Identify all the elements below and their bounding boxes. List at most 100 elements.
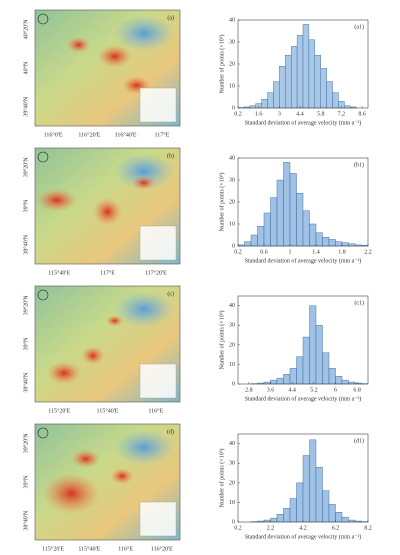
histogram-bar (296, 35, 304, 109)
y-tick-label: 10 (229, 500, 235, 506)
y-tick-label: 10 (229, 83, 235, 89)
map-subsidence-zone (66, 36, 91, 53)
map-subsidence-zone (42, 472, 101, 515)
histogram-bar (270, 197, 278, 247)
y-tick-label: 30 (229, 323, 235, 329)
map-subsidence-zone (36, 188, 78, 212)
histogram-bar (257, 225, 265, 247)
x-tick-label: 3.6 (267, 387, 275, 393)
y-axis-label: Number of points (×10³) (218, 310, 225, 369)
y-tick-label: 0 (232, 105, 235, 111)
x-axis-label: Standard deviation of average velocity (… (245, 257, 362, 264)
chart-title: (c1) (354, 299, 364, 306)
histogram-bar (335, 241, 343, 247)
x-tick-label: 2.8 (245, 387, 253, 393)
map-lon-label: 115°40'E (97, 407, 119, 414)
y-tick-label: 0 (232, 243, 235, 249)
x-tick-label: 5.2 (310, 387, 318, 393)
histogram-bar (273, 81, 280, 109)
y-axis-label: Number of points (×10³) (218, 34, 225, 93)
map-lat-label: 39°N (22, 475, 29, 488)
histogram-bar (289, 368, 297, 385)
x-axis-label: Standard deviation of average velocity (… (245, 395, 362, 402)
map-lon-label: 115°40'E (48, 269, 70, 276)
map-cool-zone (113, 15, 174, 52)
map-subsidence-zone (106, 315, 124, 327)
histogram-bar (335, 512, 343, 523)
chart-title: (d1) (354, 437, 364, 444)
histogram-bar (328, 368, 336, 385)
histogram-bar (283, 508, 291, 523)
map-lon-label: 117°E (100, 269, 115, 276)
x-tick-label: 0.2 (234, 525, 242, 531)
histogram-bar (267, 92, 274, 109)
x-axis-label: Standard deviation of average velocity (… (245, 119, 362, 126)
map-subsidence-zone (46, 361, 82, 385)
histogram-bar (296, 356, 304, 385)
histogram-bar (341, 379, 349, 385)
histogram-bar (335, 375, 343, 385)
histogram-bar (308, 39, 316, 109)
x-tick-label: 0.2 (234, 249, 242, 255)
map-subsidence-zone (97, 44, 133, 68)
map-lat-label: 38°40'N (22, 234, 29, 254)
map-legend (139, 87, 177, 123)
map-lat-label: 39°40'N (22, 96, 29, 116)
map-legend (139, 501, 177, 537)
map-lat-label: 40°20'N (22, 19, 29, 39)
histogram-bar (263, 212, 271, 247)
x-tick-label: 1.8 (338, 249, 346, 255)
map-lat-label: 39°N (22, 199, 29, 212)
map-cool-zone (113, 429, 174, 466)
y-tick-label: 30 (229, 461, 235, 467)
map-lon-label: 117°E (154, 131, 169, 138)
map-lat-label: 39°20'N (22, 295, 29, 315)
map-lon-label: 116°20'E (78, 131, 100, 138)
histogram-bar (328, 504, 336, 523)
x-tick-label: 6.2 (332, 525, 340, 531)
x-tick-label: 2.2 (364, 249, 372, 255)
map-lon-label: 116°E (118, 545, 133, 552)
histogram-bar (315, 232, 323, 247)
y-tick-label: 30 (229, 177, 235, 183)
x-tick-label: 0.2 (234, 111, 242, 117)
histogram-bar (341, 242, 349, 247)
histogram-bar (332, 92, 339, 109)
x-tick-label: 4.2 (299, 525, 307, 531)
y-tick-label: 40 (229, 303, 235, 309)
map-panel-label: (d) (167, 428, 174, 435)
north-arrow (37, 289, 49, 301)
x-tick-label: 4.4 (296, 111, 304, 117)
map-lon-label: 117°20'E (145, 269, 167, 276)
map-subsidence-zone (81, 346, 105, 365)
histogram-bar (296, 192, 304, 247)
map-lat-label: 39°20'N (22, 433, 29, 453)
histogram-bar (302, 336, 310, 385)
y-tick-label: 40 (229, 17, 235, 23)
map-panel-label: (c) (167, 290, 174, 297)
y-tick-label: 10 (229, 362, 235, 368)
histogram-bar (322, 490, 330, 523)
map-lat-label: 39°N (22, 337, 29, 350)
histogram-bar (302, 24, 310, 109)
x-tick-label: 6 (334, 387, 337, 393)
histogram-bar (270, 517, 278, 523)
map-lat-label: 39°20'N (22, 157, 29, 177)
map-subsidence-zone (110, 468, 134, 485)
y-axis-label: Number of points (×10³) (218, 172, 225, 231)
histogram-bar (302, 210, 310, 247)
map-panel-label: (b) (167, 152, 174, 159)
x-tick-label: 1.4 (312, 249, 320, 255)
histogram-bar (250, 234, 258, 247)
north-arrow (37, 13, 49, 25)
histogram-bar (314, 55, 321, 109)
x-tick-label: 3 (278, 111, 281, 117)
chart-title: (a1) (354, 23, 364, 30)
histogram-bar (328, 239, 336, 247)
x-tick-label: 8.2 (364, 525, 372, 531)
histogram-bar (320, 68, 327, 109)
histogram-bar (261, 98, 268, 109)
map-lon-label: 116°0'E (44, 131, 63, 138)
histogram-bar (315, 325, 323, 385)
map-lat-label: 38°40'N (22, 510, 29, 530)
